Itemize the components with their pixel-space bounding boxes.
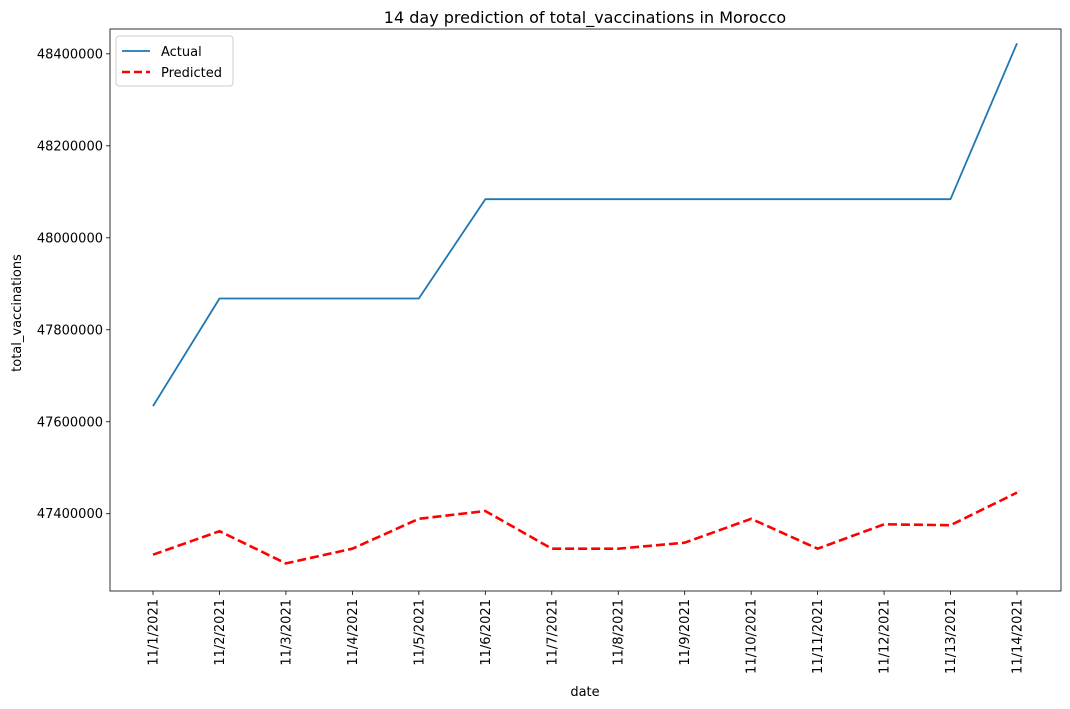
x-tick-label: 11/8/2021 <box>612 599 627 666</box>
y-tick-label: 47600000 <box>37 415 103 430</box>
x-tick-label: 11/1/2021 <box>147 599 162 666</box>
x-tick-label: 11/13/2021 <box>944 599 959 674</box>
x-tick-label: 11/2/2021 <box>213 599 228 666</box>
y-axis-label: total_vaccinations <box>10 254 25 372</box>
x-axis: 11/1/2021 11/2/2021 11/3/2021 11/4/2021 11/5… <box>147 591 1026 674</box>
y-tick-label: 47800000 <box>37 323 103 338</box>
y-tick-label: 48400000 <box>37 47 103 62</box>
x-tick-label: 11/7/2021 <box>545 599 560 666</box>
plot-area <box>109 28 1062 592</box>
x-tick-label: 11/6/2021 <box>479 599 494 666</box>
x-tick-label: 11/5/2021 <box>412 599 427 666</box>
x-tick-label: 11/11/2021 <box>811 599 826 674</box>
x-tick-label: 11/10/2021 <box>745 599 760 674</box>
series-line-predicted <box>152 491 1018 565</box>
y-tick-label: 47400000 <box>37 507 103 522</box>
y-tick-label: 48000000 <box>37 231 103 246</box>
legend-box <box>115 35 234 87</box>
legend-label-actual: Actual <box>161 45 202 60</box>
series-layer <box>152 42 1018 565</box>
x-tick-label: 11/14/2021 <box>1011 599 1026 674</box>
legend-label-predicted: Predicted <box>161 66 222 81</box>
y-axis: 47400000 47600000 47800000 48000000 48200000… <box>37 47 110 522</box>
x-tick-label: 11/9/2021 <box>678 599 693 666</box>
chart-title: 14 day prediction of total_vaccinations … <box>384 8 786 28</box>
x-axis-label: date <box>570 685 599 700</box>
legend: Actual Predicted <box>115 35 234 87</box>
x-tick-label: 11/3/2021 <box>279 599 294 666</box>
series-line-actual <box>152 42 1018 407</box>
y-tick-label: 48200000 <box>37 139 103 154</box>
x-tick-label: 11/12/2021 <box>878 599 893 674</box>
x-tick-label: 11/4/2021 <box>346 599 361 666</box>
